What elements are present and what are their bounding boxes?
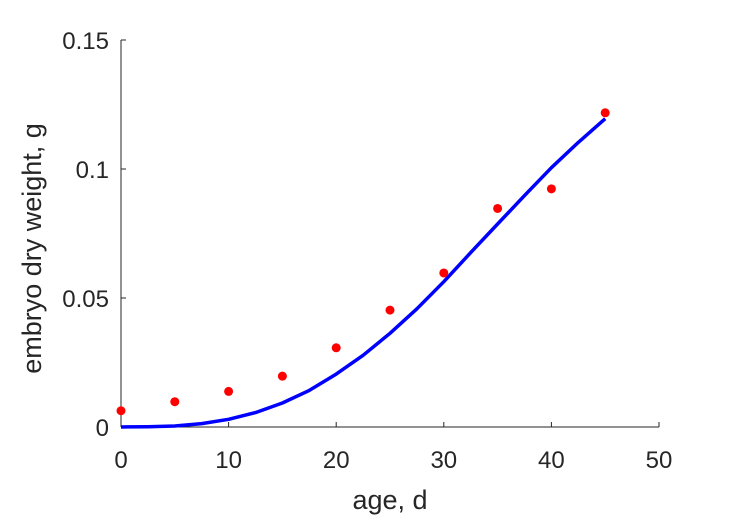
x-tick-label: 30 <box>430 447 457 474</box>
data-point <box>385 305 395 315</box>
x-tick-label: 40 <box>538 447 565 474</box>
data-point <box>331 343 341 353</box>
axes <box>120 40 659 428</box>
plot-area <box>116 108 610 429</box>
x-tick-label: 50 <box>646 447 673 474</box>
y-tick-label: 0.15 <box>62 28 109 55</box>
x-tick-label: 20 <box>323 447 350 474</box>
x-tick-label: 10 <box>215 447 242 474</box>
y-tick-label: 0 <box>96 415 109 442</box>
data-point <box>600 108 610 118</box>
x-tick-label: 0 <box>114 447 127 474</box>
y-tick-label: 0.1 <box>76 157 109 184</box>
data-point <box>546 184 556 194</box>
data-point <box>439 268 449 278</box>
y-ticks: 0 0.05 0.1 0.15 <box>62 28 126 442</box>
x-axis-label: age, d <box>352 485 427 515</box>
y-tick-label: 0.05 <box>62 286 109 313</box>
data-point <box>170 397 180 407</box>
data-point <box>116 406 126 416</box>
data-point <box>224 386 234 396</box>
y-axis-label: embryo dry weight, g <box>17 123 47 374</box>
fit-curve <box>120 117 607 429</box>
x-ticks: 0 10 20 30 40 50 <box>114 422 672 474</box>
data-point <box>493 203 503 213</box>
data-point <box>277 371 287 381</box>
